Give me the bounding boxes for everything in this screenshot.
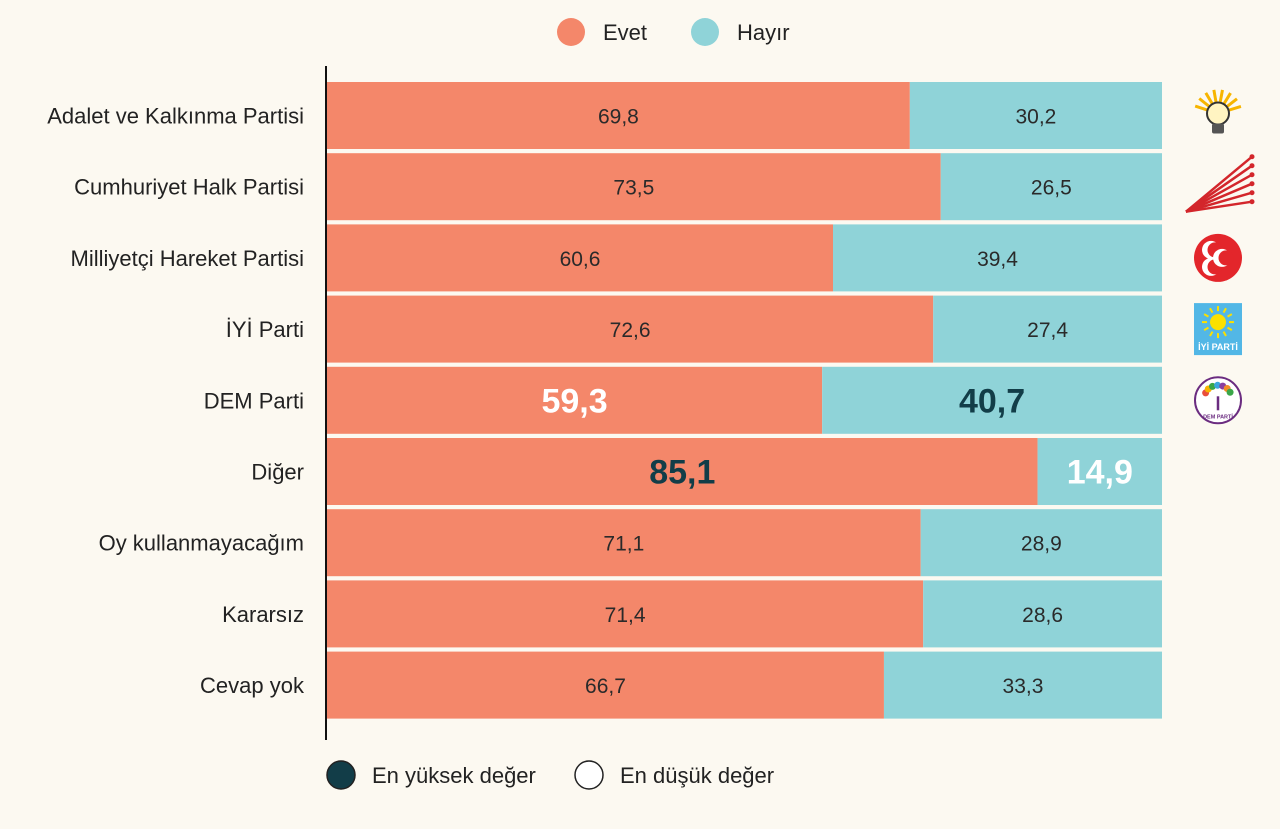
data-label: 71,4: [605, 604, 646, 627]
highlight-label: En yüksek değer: [372, 763, 536, 788]
data-label: 27,4: [1027, 319, 1068, 342]
bar-segment: [833, 224, 1162, 292]
series-legend: Evet Hayır: [557, 18, 790, 46]
logo-text: DEM PARTİ: [1203, 413, 1233, 420]
data-label: 59,3: [541, 382, 607, 420]
bar-row: 66,7 33,3: [327, 651, 1162, 719]
data-label: 28,9: [1021, 533, 1062, 556]
legend-label: Evet: [603, 20, 647, 45]
bar-row: 73,5 26,5: [327, 153, 1162, 221]
category-label: Cumhuriyet Halk Partisi: [74, 175, 304, 200]
bar-segment: [327, 224, 834, 292]
bar-segment: [327, 509, 921, 577]
bulb-logo: [1194, 89, 1242, 134]
sun-logo: İYİ PARTİ: [1194, 303, 1242, 356]
highlight-legend-item-0: En yüksek değer: [326, 760, 536, 790]
category-label: Adalet ve Kalkınma Partisi: [47, 104, 304, 129]
data-label: 28,6: [1022, 604, 1063, 627]
legend-item-1: Hayır: [691, 18, 790, 46]
data-label: 40,7: [959, 382, 1025, 420]
legend-label: Hayır: [737, 20, 790, 45]
category-label: Diğer: [251, 460, 304, 485]
data-label: 60,6: [560, 248, 601, 271]
category-label: İYİ Parti: [226, 317, 304, 342]
category-labels: Adalet ve Kalkınma Partisi Cumhuriyet Hal…: [47, 104, 305, 699]
category-label: DEM Parti: [204, 388, 304, 413]
bar-row: 60,6 39,4: [327, 224, 1162, 292]
data-label: 73,5: [613, 177, 654, 200]
data-label: 71,1: [603, 533, 644, 556]
bar-row: 85,1 14,9: [327, 438, 1162, 505]
data-label: 26,5: [1031, 177, 1072, 200]
bar-segment: [940, 153, 1162, 221]
bar-segment: [327, 580, 924, 648]
bar-row: 59,3 40,7: [327, 366, 1162, 434]
bar-segment: [822, 366, 1162, 434]
data-label: 33,3: [1003, 675, 1044, 698]
highlight-swatch: [574, 760, 604, 790]
bar-row: 72,6 27,4: [327, 295, 1162, 363]
bar-segment: [933, 295, 1162, 363]
logo-text: İYİ PARTİ: [1198, 342, 1238, 352]
bar-segment: [327, 295, 934, 363]
legend-swatch: [691, 18, 719, 46]
category-label: Oy kullanmayacağım: [99, 531, 304, 556]
category-label: Kararsız: [222, 602, 304, 627]
data-label: 69,8: [598, 106, 639, 129]
highlight-swatch: [326, 760, 356, 790]
bar-segment: [327, 651, 884, 719]
party-logos: İYİ PARTİ DEM PARTİ: [1185, 89, 1255, 425]
data-label: 85,1: [649, 454, 715, 492]
bar-segment: [923, 580, 1162, 648]
bar-row: 71,4 28,6: [327, 580, 1162, 648]
bar-area: 69,8 30,2 73,5 26,5 60,6 39,4 72,6 27,4 59,3 40,7…: [327, 82, 1162, 719]
category-label: Cevap yok: [200, 673, 305, 698]
crescents-logo: [1194, 233, 1242, 282]
bar-row: 69,8 30,2: [327, 82, 1162, 149]
bar-segment: [327, 438, 1038, 505]
highlight-label: En düşük değer: [620, 763, 774, 788]
bar-segment: [327, 82, 910, 149]
tree-logo: DEM PARTİ: [1194, 376, 1242, 425]
bar-segment: [327, 153, 941, 221]
bar-segment: [1037, 438, 1162, 505]
six-arrows-logo: [1185, 154, 1255, 213]
bar-segment: [920, 509, 1162, 577]
highlight-legend: En yüksek değer En düşük değer: [326, 760, 774, 790]
data-label: 30,2: [1015, 106, 1056, 129]
highlight-legend-item-1: En düşük değer: [574, 760, 774, 790]
legend-item-0: Evet: [557, 18, 647, 46]
data-label: 72,6: [610, 319, 651, 342]
bar-segment: [327, 366, 823, 434]
legend-swatch: [557, 18, 585, 46]
bar-segment: [883, 651, 1162, 719]
data-label: 66,7: [585, 675, 626, 698]
data-label: 39,4: [977, 248, 1018, 271]
data-label: 14,9: [1067, 454, 1133, 492]
category-label: Milliyetçi Hareket Partisi: [71, 246, 305, 271]
bar-row: 71,1 28,9: [327, 509, 1162, 577]
bar-segment: [909, 82, 1162, 149]
